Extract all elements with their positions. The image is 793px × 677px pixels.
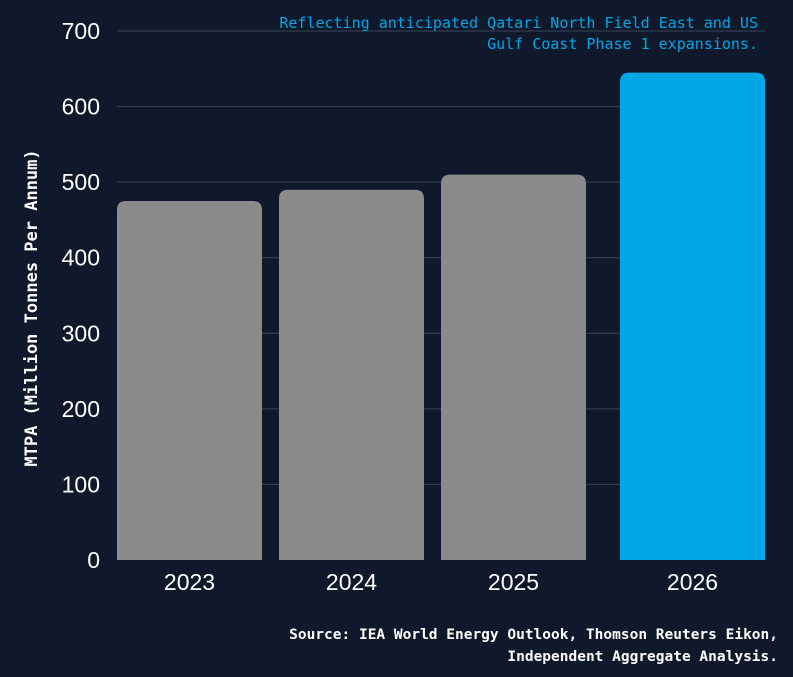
- y-tick-label-100: 100: [62, 471, 100, 497]
- annotation-line-2: Gulf Coast Phase 1 expansions.: [487, 35, 758, 53]
- source-line-1: Source: IEA World Energy Outlook, Thomso…: [289, 627, 778, 643]
- source-line-2: Independent Aggregate Analysis.: [507, 649, 778, 665]
- y-tick-label-700: 700: [62, 18, 100, 44]
- bars: [117, 72, 765, 561]
- x-tick-label-2025: 2025: [488, 569, 539, 595]
- x-tick-label-2023: 2023: [164, 569, 215, 595]
- annotation-line-1: Reflecting anticipated Qatari North Fiel…: [279, 14, 758, 32]
- y-tick-label-400: 400: [62, 245, 100, 271]
- bar-2024: [279, 189, 424, 560]
- y-tick-label-600: 600: [62, 94, 100, 120]
- y-tick-label-0: 0: [87, 547, 100, 573]
- y-axis-label: MTPA (Million Tonnes Per Annum): [22, 149, 42, 466]
- x-tick-label-2024: 2024: [326, 569, 377, 595]
- y-tick-label-200: 200: [62, 396, 100, 422]
- y-tick-labels: 0 100 200 300 400 500 600 700: [62, 18, 100, 573]
- y-tick-label-300: 300: [62, 320, 100, 346]
- y-tick-label-500: 500: [62, 169, 100, 195]
- bar-2025: [441, 174, 586, 561]
- bar-2026: [620, 72, 765, 561]
- x-tick-label-2026: 2026: [667, 569, 718, 595]
- x-tick-labels: 2023 2024 2025 2026: [164, 569, 718, 595]
- bar-2023: [117, 201, 262, 561]
